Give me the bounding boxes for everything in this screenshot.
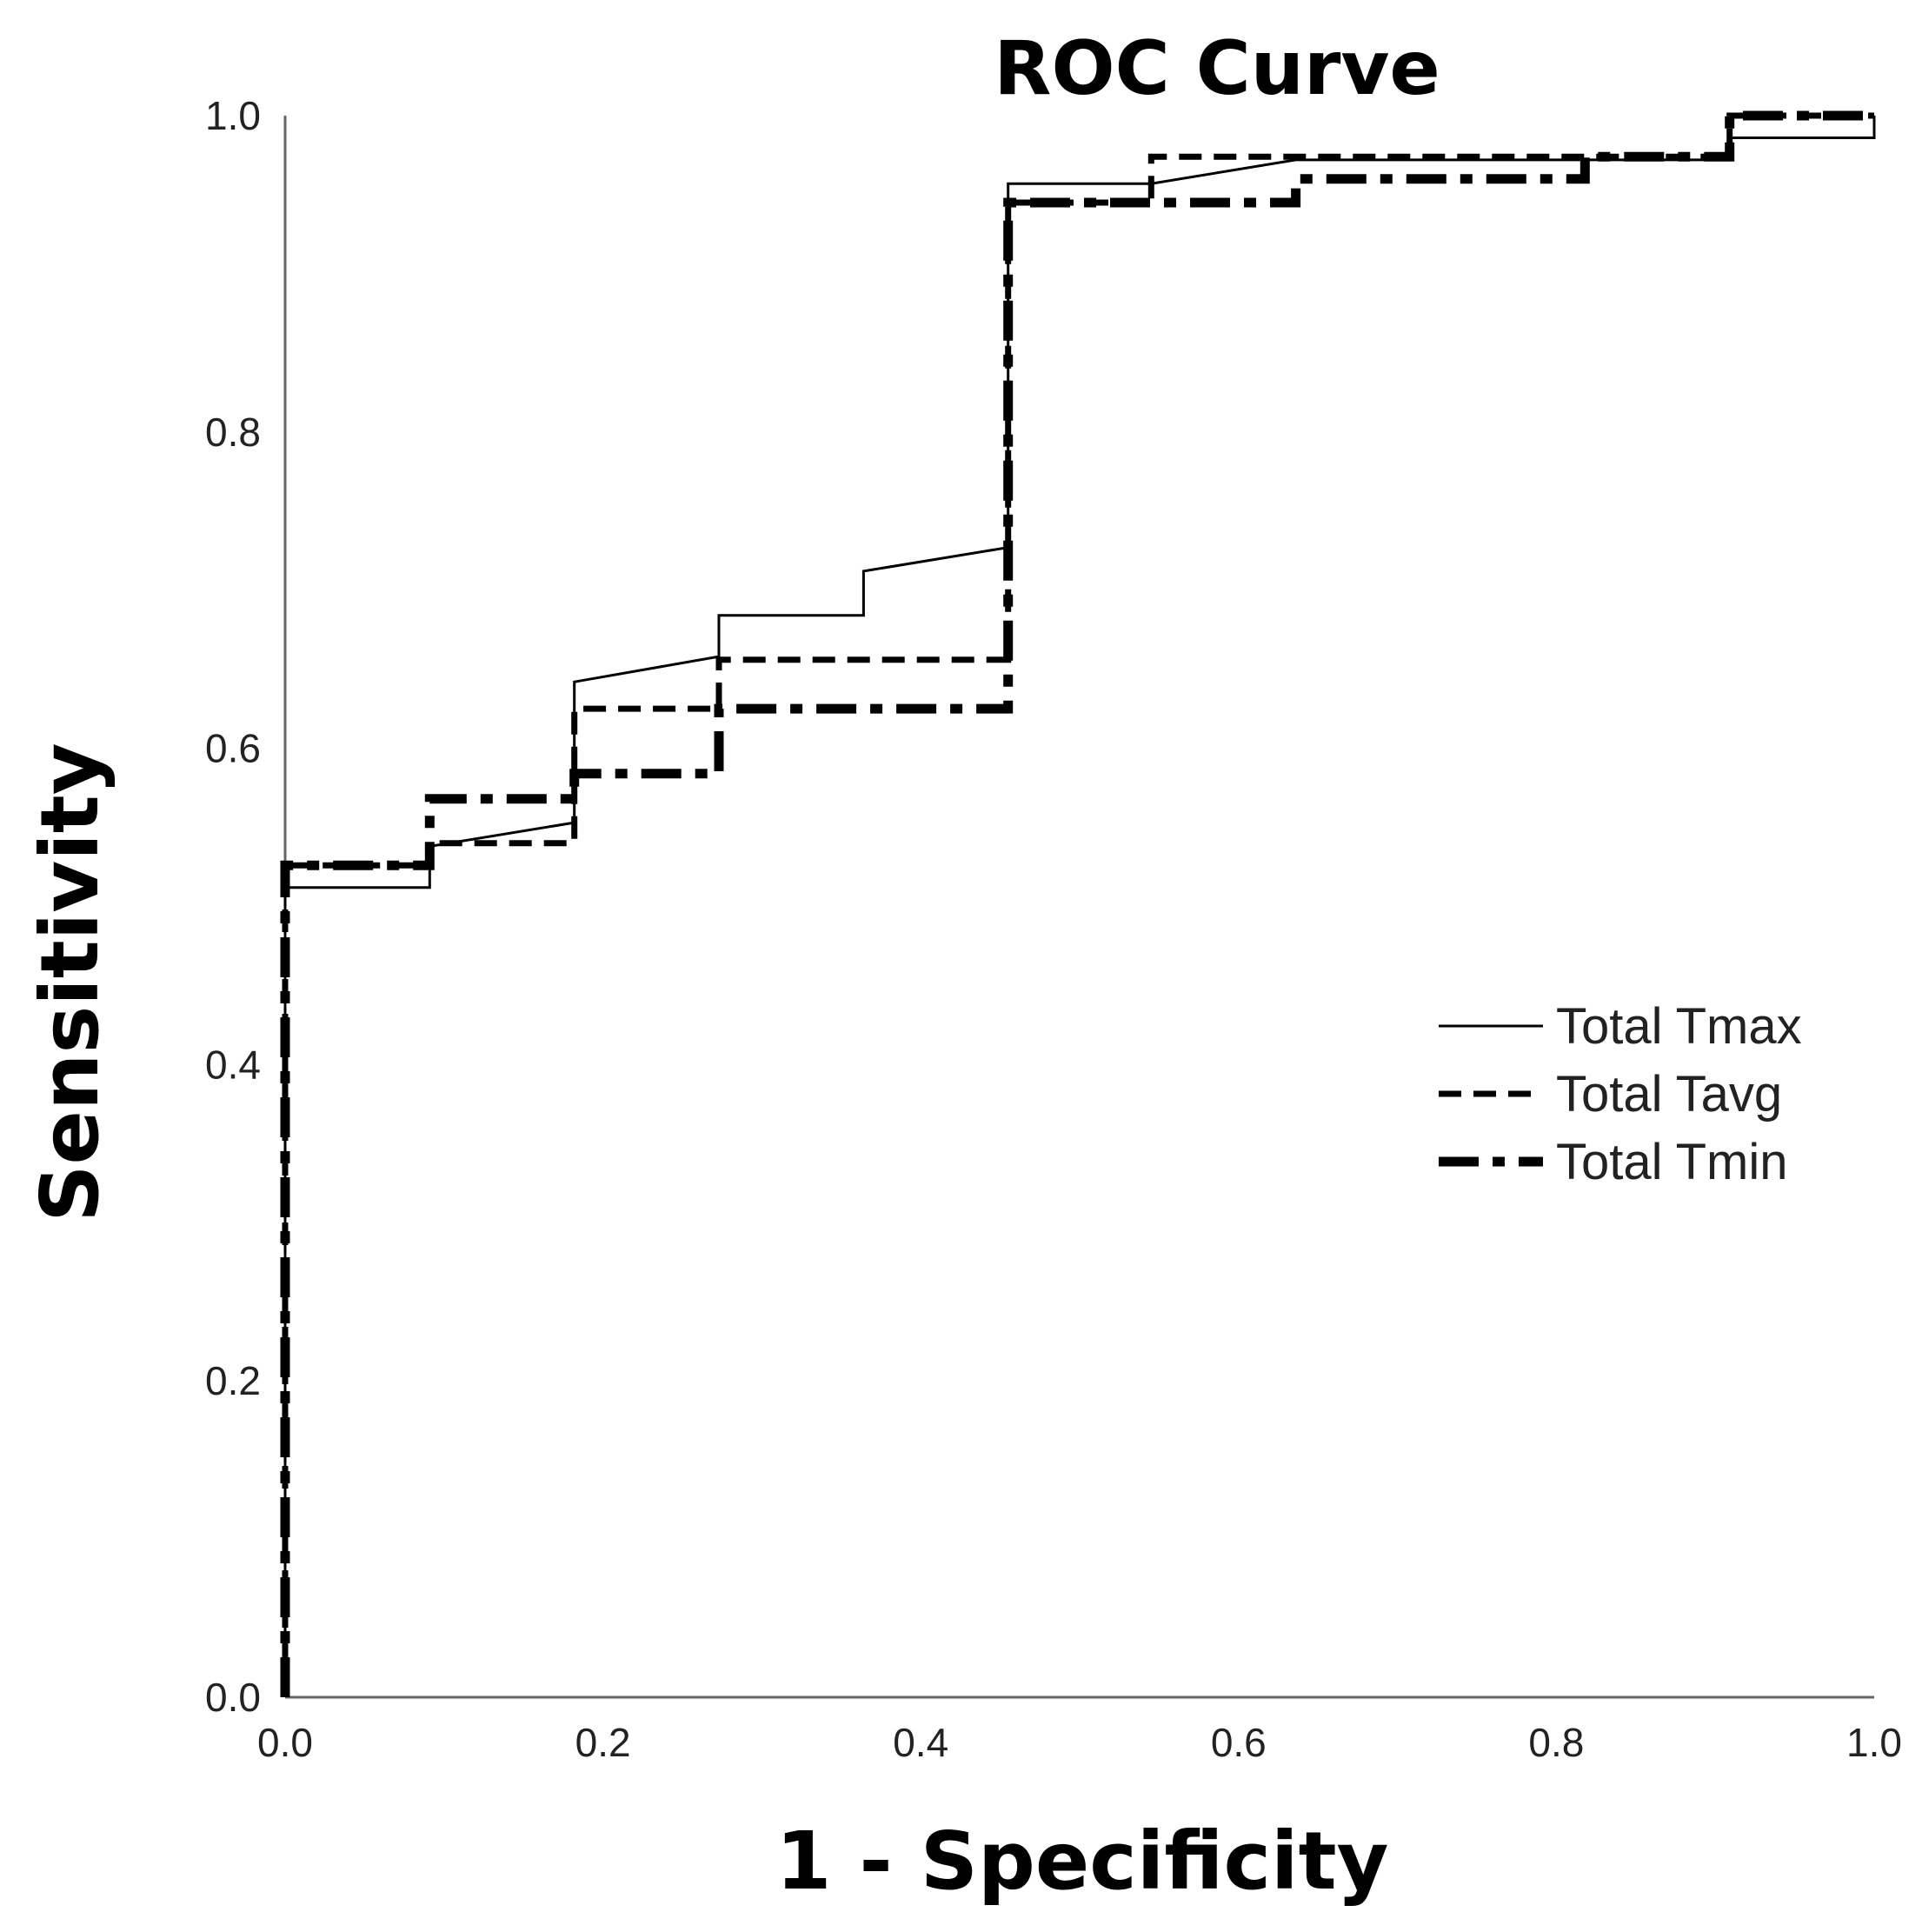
series-lines bbox=[280, 110, 1876, 1697]
x-tick-label: 0.8 bbox=[1528, 1720, 1584, 1765]
series-line-total-tmax bbox=[283, 116, 1876, 1697]
legend-label: Total Tmax bbox=[1556, 998, 1802, 1055]
x-tick-label: 0.6 bbox=[1211, 1720, 1267, 1765]
legend: Total Tmax Total Tavg Total Tmin bbox=[1439, 998, 1802, 1190]
y-tick-label: 1.0 bbox=[205, 93, 261, 138]
axes bbox=[283, 116, 1874, 1699]
y-tick-label: 0.0 bbox=[205, 1675, 261, 1720]
series-line-total-tavg bbox=[282, 112, 1874, 1697]
x-tick-label: 0.2 bbox=[575, 1720, 631, 1765]
y-axis-title: Sensitivity bbox=[23, 743, 116, 1222]
chart-title: ROC Curve bbox=[994, 25, 1440, 112]
y-tick-labels: 0.0 0.2 0.4 0.6 0.8 1.0 bbox=[205, 93, 261, 1720]
x-tick-label: 0.0 bbox=[257, 1720, 313, 1765]
y-tick-label: 0.4 bbox=[205, 1042, 261, 1087]
y-tick-label: 0.6 bbox=[205, 726, 261, 771]
x-tick-label: 0.4 bbox=[893, 1720, 948, 1765]
legend-label: Total Tavg bbox=[1556, 1066, 1782, 1123]
series-line-total-tmin bbox=[280, 110, 1874, 1697]
legend-label: Total Tmin bbox=[1556, 1134, 1787, 1190]
x-tick-label: 1.0 bbox=[1846, 1720, 1902, 1765]
y-tick-label: 0.2 bbox=[205, 1358, 261, 1403]
y-tick-label: 0.8 bbox=[205, 410, 261, 455]
x-axis-title: 1 - Specificity bbox=[775, 1815, 1388, 1908]
x-tick-labels: 0.0 0.2 0.4 0.6 0.8 1.0 bbox=[257, 1720, 1902, 1765]
